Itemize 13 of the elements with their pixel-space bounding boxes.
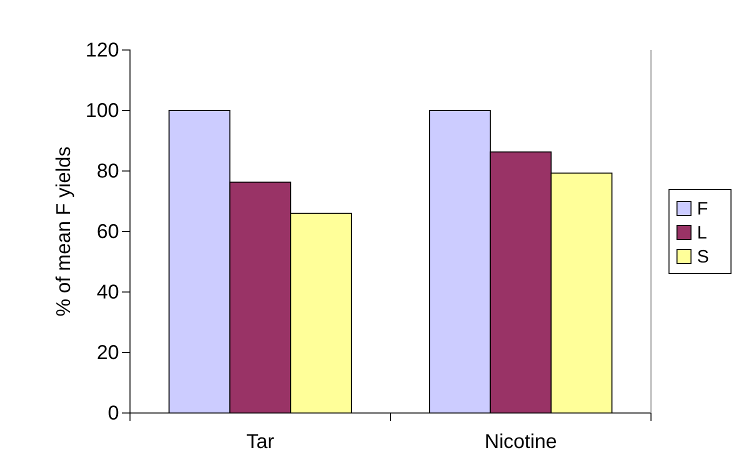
y-tick-label: 0 xyxy=(108,402,119,424)
legend-label: S xyxy=(697,246,710,266)
y-tick-label: 80 xyxy=(96,160,119,182)
y-axis-title: % of mean F yields xyxy=(53,146,75,317)
legend-label: L xyxy=(697,222,708,242)
y-tick-label: 40 xyxy=(96,281,119,304)
y-tick-label: 20 xyxy=(96,342,119,364)
x-tick-label: Nicotine xyxy=(484,431,557,453)
y-tick-label: 120 xyxy=(86,39,119,62)
legend-label: F xyxy=(697,198,708,218)
y-tick-label: 60 xyxy=(96,220,119,243)
y-tick-label: 100 xyxy=(86,100,119,122)
x-tick-label: Tar xyxy=(246,431,274,453)
